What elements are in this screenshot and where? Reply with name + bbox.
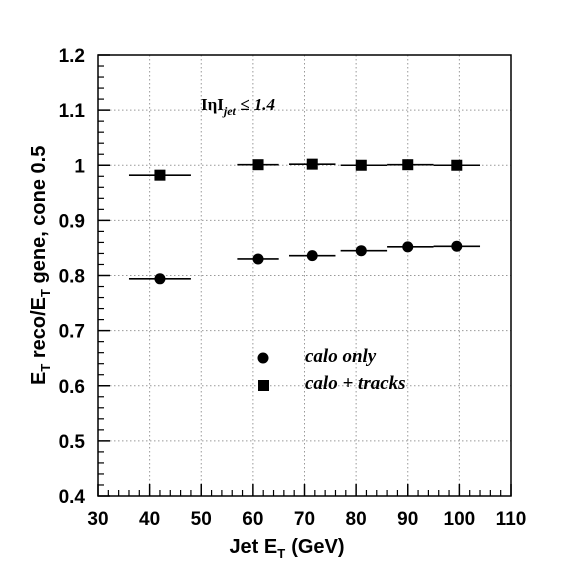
x-tick-label: 90 xyxy=(397,509,418,530)
data-point-circle xyxy=(252,253,264,265)
y-tick-labels: 0.4 0.5 0.6 0.7 0.8 0.9 1 1.1 1.2 xyxy=(59,46,86,508)
y-tick-label: 1 xyxy=(74,156,85,177)
data-point-circle xyxy=(154,273,166,285)
x-tick-label: 110 xyxy=(496,509,527,530)
legend-label-calo-only: calo only xyxy=(305,346,377,367)
legend-label-calo-tracks: calo + tracks xyxy=(305,373,406,394)
y-tick-label: 0.6 xyxy=(59,377,85,398)
data-point-square xyxy=(451,159,463,171)
data-point-square xyxy=(402,159,414,171)
x-tick-label: 70 xyxy=(294,509,315,530)
x-tick-label: 80 xyxy=(346,509,367,530)
data-point-circle xyxy=(402,241,414,253)
data-point-square xyxy=(154,169,166,181)
y-tick-label: 0.7 xyxy=(59,322,85,343)
x-tick-label: 60 xyxy=(242,509,263,530)
data-point-circle xyxy=(451,240,463,252)
series-calo-only xyxy=(128,240,481,285)
legend: calo only calo + tracks xyxy=(257,346,406,394)
data-point-circle xyxy=(355,245,367,257)
legend-marker-square xyxy=(258,380,269,391)
y-tick-label: 0.9 xyxy=(59,211,85,232)
y-axis-title: ET reco/ET gene, cone 0.5 xyxy=(28,146,53,385)
data-point-square xyxy=(306,158,318,170)
y-tick-label: 1.1 xyxy=(59,101,86,122)
x-tick-label: 30 xyxy=(87,509,108,530)
x-tick-label: 40 xyxy=(139,509,160,530)
x-tick-label: 100 xyxy=(444,509,476,530)
y-tick-label: 0.4 xyxy=(59,487,86,508)
eta-cut-annotation: IηIjet ≤ 1.4 xyxy=(201,95,275,118)
x-axis-title: Jet ET (GeV) xyxy=(229,536,344,561)
axis-ticks xyxy=(97,54,512,497)
data-point-circle xyxy=(306,250,318,262)
data-point-square xyxy=(355,159,367,171)
data-point-square xyxy=(252,159,264,171)
y-tick-label: 0.8 xyxy=(59,267,85,288)
y-tick-label: 0.5 xyxy=(59,432,86,453)
x-tick-labels: 30 40 50 60 70 80 90 100 110 xyxy=(87,509,526,530)
legend-marker-circle xyxy=(257,352,269,364)
y-tick-label: 1.2 xyxy=(59,46,85,67)
data-series xyxy=(128,158,481,285)
x-tick-label: 50 xyxy=(191,509,212,530)
series-calo-tracks xyxy=(128,158,481,181)
